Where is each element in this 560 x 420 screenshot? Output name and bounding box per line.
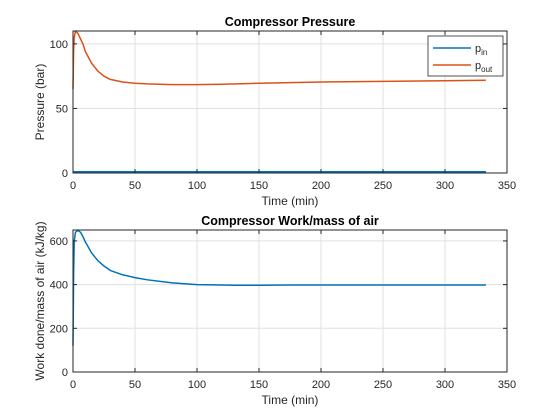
chart-panel-2: 0 50 100 150 200 250 300 350 0 200 400 600 Compresso… bbox=[33, 214, 516, 407]
y-axis-label: Work done/mass of air (kJ/kg) bbox=[33, 221, 47, 380]
legend-box bbox=[427, 35, 504, 77]
x-tick-label: 300 bbox=[436, 180, 454, 192]
chart-title: Compressor Work/mass of air bbox=[201, 214, 379, 228]
x-axis-label: Time (min) bbox=[262, 194, 319, 208]
x-tick-label: 300 bbox=[436, 379, 454, 391]
y-tick-label: 100 bbox=[50, 39, 68, 51]
x-tick-label: 50 bbox=[129, 180, 141, 192]
y-tick-label: 0 bbox=[62, 367, 68, 379]
x-tick-label: 0 bbox=[70, 180, 76, 192]
x-tick-label: 50 bbox=[129, 379, 141, 391]
x-tick-label: 100 bbox=[188, 379, 206, 391]
x-tick-label: 0 bbox=[70, 379, 76, 391]
x-tick-label: 250 bbox=[374, 379, 392, 391]
chart-panel-1: 0 50 100 150 200 250 300 350 0 50 100 Compressor Pr… bbox=[33, 15, 516, 208]
x-tick-label: 150 bbox=[250, 180, 268, 192]
legend: pin pout bbox=[427, 35, 504, 77]
series-line-p_out bbox=[72, 30, 486, 90]
x-tick-label: 200 bbox=[312, 379, 330, 391]
y-tick-label: 600 bbox=[50, 236, 68, 248]
x-tick-label: 200 bbox=[312, 180, 330, 192]
x-tick-label: 350 bbox=[498, 379, 516, 391]
legend-entry-p_out: pout bbox=[475, 60, 493, 74]
x-tick-label: 150 bbox=[250, 379, 268, 391]
x-tick-label: 100 bbox=[188, 180, 206, 192]
axes-box bbox=[72, 30, 508, 174]
y-tick-label: 200 bbox=[50, 323, 68, 335]
y-tick-label: 50 bbox=[56, 103, 68, 115]
chart-title: Compressor Pressure bbox=[225, 15, 356, 29]
x-tick-label: 350 bbox=[498, 180, 516, 192]
plot-area bbox=[73, 230, 507, 372]
x-tick-label: 250 bbox=[374, 180, 392, 192]
y-axis-label: Pressure (bar) bbox=[33, 64, 47, 141]
y-tick-label: 0 bbox=[62, 168, 68, 180]
axes-box bbox=[72, 229, 508, 373]
y-tick-label: 400 bbox=[50, 280, 68, 292]
x-axis-label: Time (min) bbox=[262, 393, 319, 407]
legend-entry-p_in: pin bbox=[475, 43, 487, 57]
